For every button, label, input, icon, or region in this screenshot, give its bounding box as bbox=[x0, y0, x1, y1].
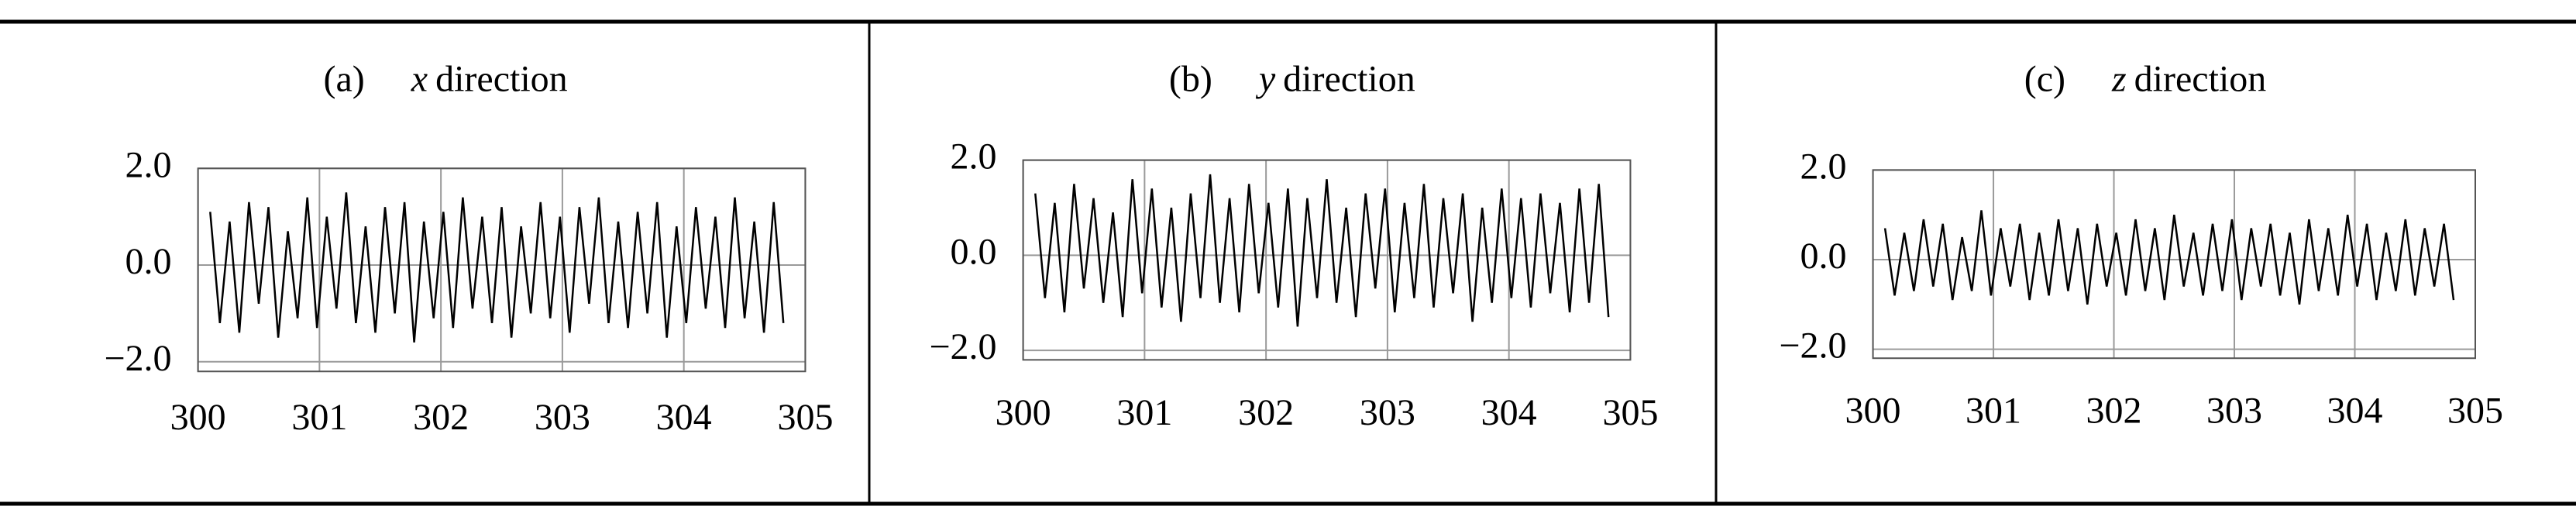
x-tick-label: 304 bbox=[1481, 392, 1537, 433]
x-tick-label: 301 bbox=[1966, 391, 2021, 432]
y-tick-label: −2.0 bbox=[929, 326, 996, 367]
panel-title: (b) y direction bbox=[1169, 59, 1415, 100]
x-tick-label: 300 bbox=[996, 392, 1051, 433]
panel-title: (a) x direction bbox=[323, 59, 567, 100]
panel-label: (a) bbox=[323, 59, 364, 100]
x-tick-label: 304 bbox=[656, 397, 712, 438]
x-tick-label: 301 bbox=[291, 397, 347, 438]
x-tick-label: 305 bbox=[777, 397, 833, 438]
x-tick-label: 301 bbox=[1116, 392, 1172, 433]
panel-title: (c) z direction bbox=[2024, 59, 2267, 100]
y-tick-label: 0.0 bbox=[1800, 236, 1846, 277]
axis-name: y bbox=[1255, 59, 1276, 100]
y-tick-label: 2.0 bbox=[126, 144, 172, 185]
panel: (a) x direction 300 301 302 303 304 305 2.0 0.0 −2.… bbox=[104, 59, 833, 439]
signal-line bbox=[1883, 210, 2455, 305]
x-tick-label: 303 bbox=[1360, 392, 1415, 433]
title-text: direction bbox=[1283, 59, 1415, 100]
panel-label: (b) bbox=[1169, 59, 1212, 100]
title-text: direction bbox=[435, 59, 568, 100]
plot-frame bbox=[1022, 159, 1632, 361]
y-tick-label: −2.0 bbox=[104, 338, 171, 379]
signal-line bbox=[209, 192, 785, 343]
x-tick-label: 305 bbox=[2447, 391, 2503, 432]
axis-name: x bbox=[411, 59, 428, 100]
panel-label: (c) bbox=[2024, 59, 2065, 100]
x-tick-label: 305 bbox=[1602, 392, 1658, 433]
plot-frame bbox=[1872, 169, 2477, 360]
x-tick-label: 303 bbox=[2206, 391, 2262, 432]
x-tick-label: 302 bbox=[2086, 391, 2142, 432]
y-tick-label: 0.0 bbox=[126, 241, 172, 282]
x-tick-label: 303 bbox=[535, 397, 590, 438]
panel: (c) z direction 300 301 302 303 304 305 2.0 0.0 −2.… bbox=[1779, 59, 2503, 432]
x-tick-label: 300 bbox=[1845, 391, 1901, 432]
y-tick-label: 0.0 bbox=[951, 231, 997, 272]
x-tick-label: 302 bbox=[413, 397, 469, 438]
y-tick-label: −2.0 bbox=[1779, 326, 1846, 367]
title-text: direction bbox=[2134, 59, 2267, 100]
panel: (b) y direction 300 301 302 303 304 305 2.0 0.0 −2.… bbox=[929, 59, 1658, 433]
y-tick-label: 2.0 bbox=[1800, 146, 1846, 187]
x-tick-label: 304 bbox=[2327, 391, 2383, 432]
x-tick-label: 302 bbox=[1238, 392, 1294, 433]
x-tick-label: 300 bbox=[170, 397, 226, 438]
axis-name: z bbox=[2111, 59, 2127, 100]
y-tick-label: 2.0 bbox=[951, 136, 997, 177]
signal-line bbox=[1034, 174, 1610, 327]
plot-frame bbox=[197, 167, 807, 373]
